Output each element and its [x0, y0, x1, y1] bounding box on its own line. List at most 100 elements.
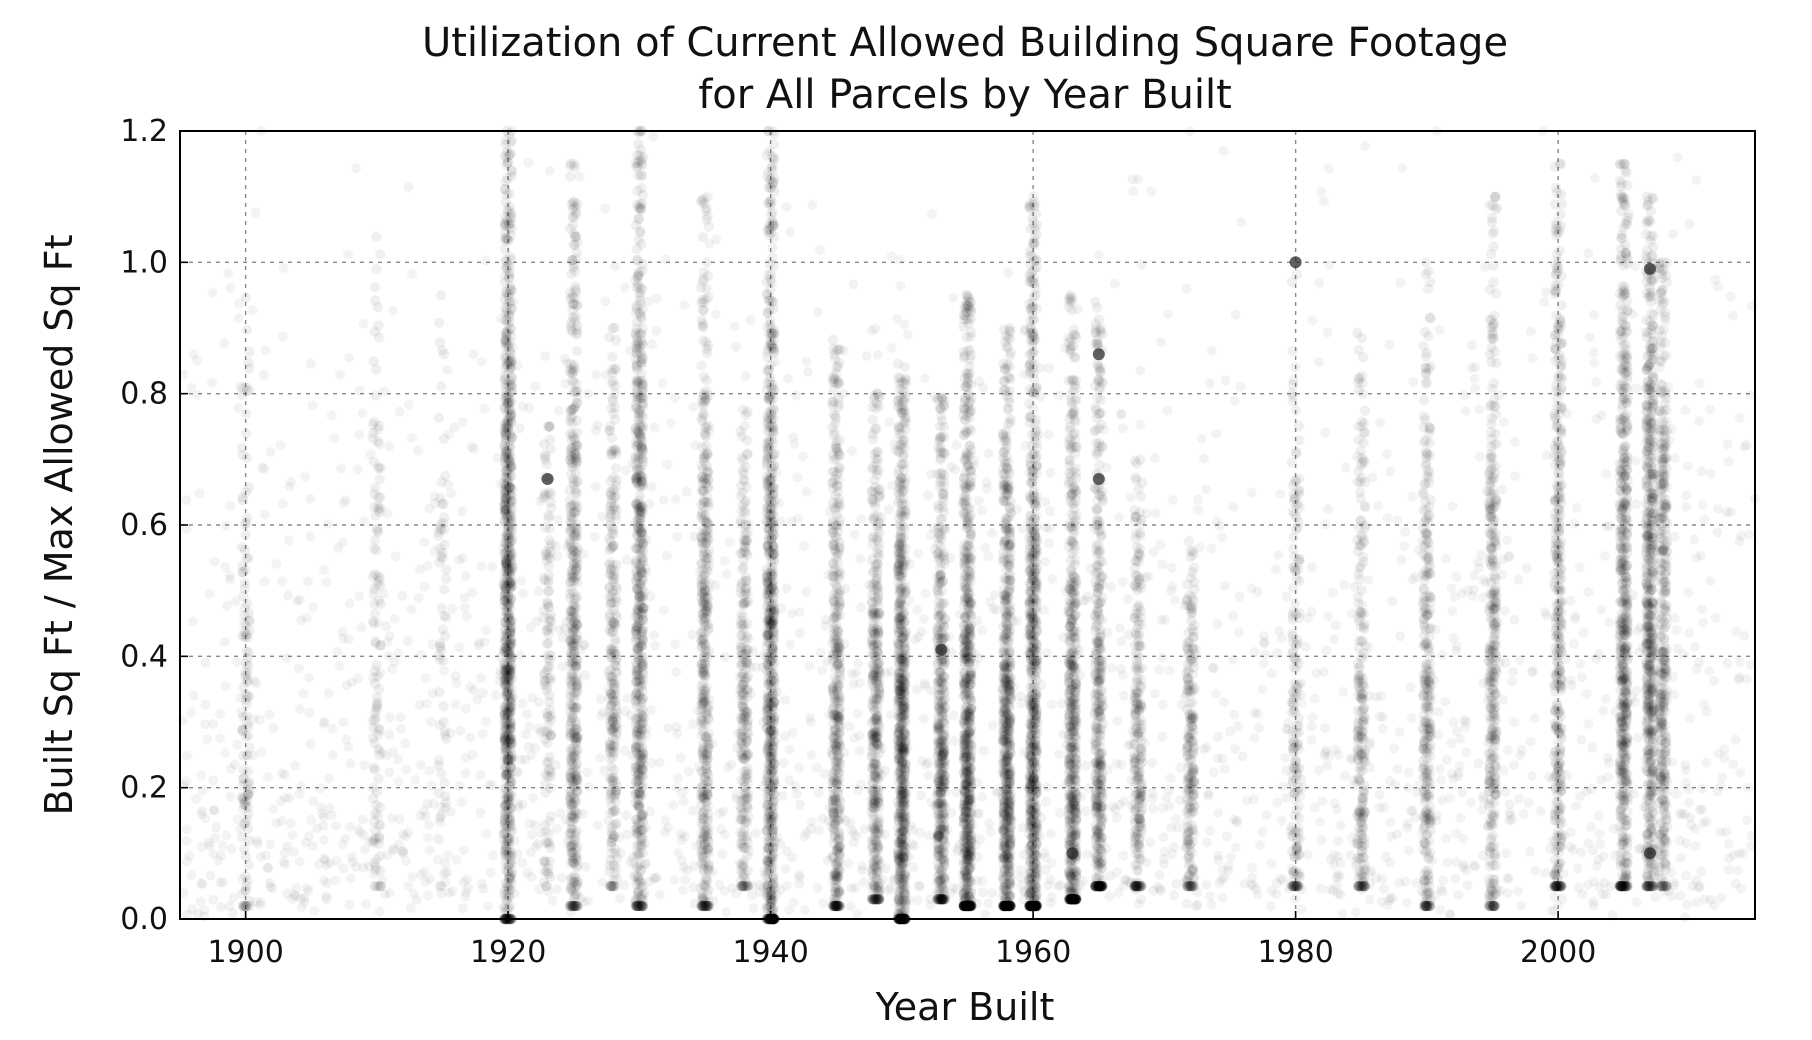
scatter-point	[817, 665, 827, 676]
scatter-point	[1266, 858, 1277, 869]
scatter-point	[282, 841, 293, 852]
scatter-point	[1333, 836, 1343, 846]
scatter-point	[1320, 519, 1331, 530]
scatter-point	[1712, 281, 1723, 292]
scatter-point	[1540, 867, 1551, 878]
scatter-point	[1691, 175, 1702, 186]
scatter-point	[309, 905, 320, 916]
scatter-point	[1684, 628, 1695, 638]
scatter-point	[855, 779, 866, 790]
scatter-point	[1583, 838, 1594, 849]
scatter-point	[604, 544, 615, 556]
scatter-point	[323, 687, 334, 698]
scatter-point	[662, 459, 673, 470]
scatter-point	[909, 840, 919, 851]
scatter-point	[541, 458, 552, 470]
scatter-point	[1164, 665, 1175, 676]
scatter-point	[1172, 822, 1183, 833]
scatter-point	[1136, 828, 1146, 839]
scatter-point	[719, 555, 730, 566]
scatter-point	[812, 307, 823, 318]
scatter-point	[504, 719, 515, 731]
scatter-point	[1741, 439, 1752, 450]
scatter-point	[1146, 186, 1157, 197]
scatter-point	[393, 776, 404, 787]
scatter-point	[1540, 607, 1551, 618]
scatter-point	[407, 871, 418, 882]
scatter-point	[543, 673, 554, 684]
scatter-point	[233, 313, 244, 324]
scatter-point	[758, 781, 769, 792]
scatter-point	[467, 749, 478, 760]
scatter-point	[1734, 656, 1745, 667]
scatter-point	[298, 688, 309, 699]
scatter-point	[926, 208, 937, 219]
scatter-point	[1696, 604, 1707, 615]
scatter-point	[301, 612, 312, 623]
scatter-point	[886, 251, 897, 262]
scatter-point	[318, 718, 329, 729]
scatter-point	[1566, 675, 1577, 686]
scatter-point	[610, 633, 621, 645]
scatter-point	[1219, 580, 1230, 591]
scatter-point	[1229, 395, 1240, 406]
scatter-point	[1555, 494, 1566, 505]
scatter-point	[948, 736, 959, 747]
scatter-point	[1453, 889, 1464, 900]
scatter-point	[1736, 530, 1747, 541]
scatter-point	[343, 742, 354, 752]
scatter-point	[277, 331, 288, 342]
scatter-point	[1181, 283, 1192, 294]
scatter-point	[545, 872, 556, 883]
scatter-point	[658, 605, 669, 616]
scatter-point	[1217, 532, 1227, 543]
scatter-point	[1340, 462, 1351, 473]
scatter-point	[441, 573, 452, 584]
scatter-point	[1191, 900, 1202, 911]
scatter-point	[1259, 637, 1269, 647]
scatter-point	[1155, 885, 1166, 896]
scatter-point	[607, 806, 619, 817]
scatter-point	[375, 249, 386, 260]
scatter-point	[1128, 186, 1138, 197]
scatter-point	[182, 909, 193, 920]
scatter-point	[542, 624, 553, 636]
scatter-point	[1474, 562, 1485, 573]
scatter-point	[539, 488, 550, 499]
scatter-point	[848, 679, 859, 690]
scatter-point	[852, 708, 863, 719]
scatter-point	[1206, 899, 1217, 910]
scatter-point	[688, 401, 699, 412]
scatter-point	[1318, 196, 1329, 207]
scatter-point	[1363, 575, 1374, 585]
scatter-point	[422, 560, 433, 571]
scatter-point	[1258, 658, 1269, 669]
scatter-point	[368, 869, 379, 880]
scatter-point	[473, 640, 484, 651]
scatter-point	[1314, 357, 1324, 367]
scatter-point	[210, 832, 221, 843]
scatter-point	[1193, 504, 1204, 515]
scatter-point	[1223, 865, 1234, 876]
scatter-point	[1712, 504, 1723, 514]
scatter-point	[801, 586, 812, 597]
scatter-point	[1145, 837, 1156, 848]
scatter-point	[1575, 659, 1586, 670]
scatter-point	[474, 637, 484, 648]
scatter-point	[1630, 455, 1641, 466]
scatter-point	[1504, 550, 1515, 561]
scatter-point	[1681, 490, 1692, 501]
scatter-point	[343, 634, 354, 645]
scatter-point	[634, 490, 645, 501]
scatter-point	[658, 494, 669, 505]
scatter-point	[243, 553, 254, 564]
scatter-point	[1480, 577, 1491, 588]
scatter-point	[1509, 436, 1520, 447]
scatter-point	[627, 458, 638, 469]
scatter-point	[403, 182, 414, 193]
scatter-point	[1743, 782, 1754, 793]
scatter-point	[1529, 713, 1540, 723]
scatter-point	[1530, 865, 1541, 876]
scatter-point	[1589, 357, 1600, 368]
scatter-point	[499, 393, 510, 404]
